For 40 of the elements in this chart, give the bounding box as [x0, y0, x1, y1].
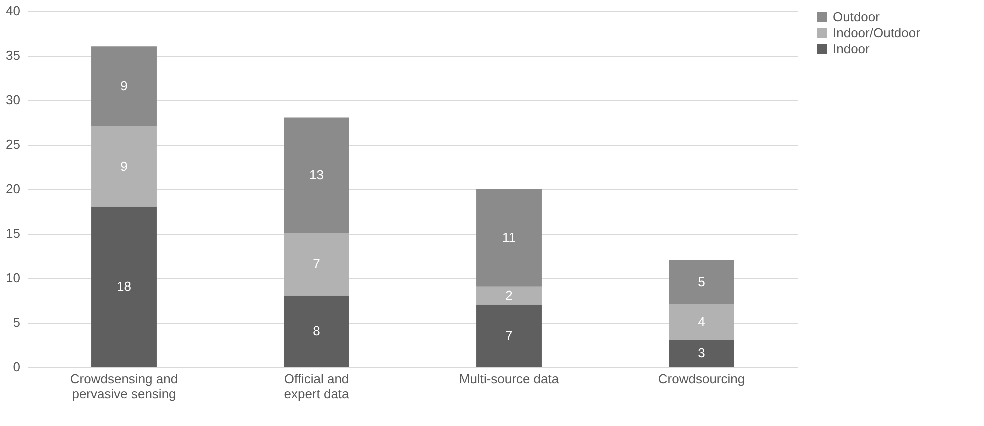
legend-label: Indoor/Outdoor — [833, 26, 922, 40]
bar — [476, 189, 542, 287]
data-label: 3 — [698, 346, 706, 361]
data-label: 5 — [698, 274, 706, 290]
y-tick-label: 35 — [6, 48, 20, 63]
data-label: 18 — [117, 278, 132, 294]
bar — [284, 296, 350, 367]
data-label: 2 — [506, 288, 513, 303]
x-tick-label: Official and expert data — [284, 372, 350, 402]
data-label: 9 — [120, 78, 128, 94]
bar — [669, 260, 734, 305]
bar — [92, 46, 157, 127]
data-label: 9 — [120, 158, 128, 174]
x-tick-label: Crowdsensing and pervasive sensing — [70, 372, 178, 402]
x-tick-label: Multi-source data — [459, 372, 560, 386]
data-label: 7 — [506, 328, 513, 343]
bar — [476, 286, 542, 305]
y-tick-label: 25 — [6, 137, 20, 152]
bar — [669, 304, 734, 340]
y-tick-label: 15 — [6, 226, 20, 241]
x-tick-label: Crowdsourcing — [658, 372, 746, 386]
legend-label: Indoor — [833, 42, 871, 56]
y-tick-label: 0 — [13, 360, 20, 374]
legend-label: Outdoor — [833, 10, 881, 24]
data-label: 13 — [310, 168, 324, 183]
y-tick-label: 10 — [6, 270, 20, 286]
y-tick-label: 30 — [6, 92, 20, 108]
y-tick-label: 20 — [6, 182, 20, 196]
bar — [669, 340, 734, 367]
y-tick-label: 40 — [6, 4, 20, 18]
data-label: 8 — [313, 323, 320, 338]
data-label: 11 — [502, 230, 516, 245]
data-label: 4 — [698, 314, 706, 330]
bar — [92, 206, 157, 367]
y-tick-label: 5 — [13, 315, 20, 330]
bar — [284, 234, 350, 296]
data-label: 7 — [313, 256, 320, 272]
bar — [476, 304, 542, 367]
bar — [284, 118, 350, 234]
bar — [92, 126, 157, 207]
